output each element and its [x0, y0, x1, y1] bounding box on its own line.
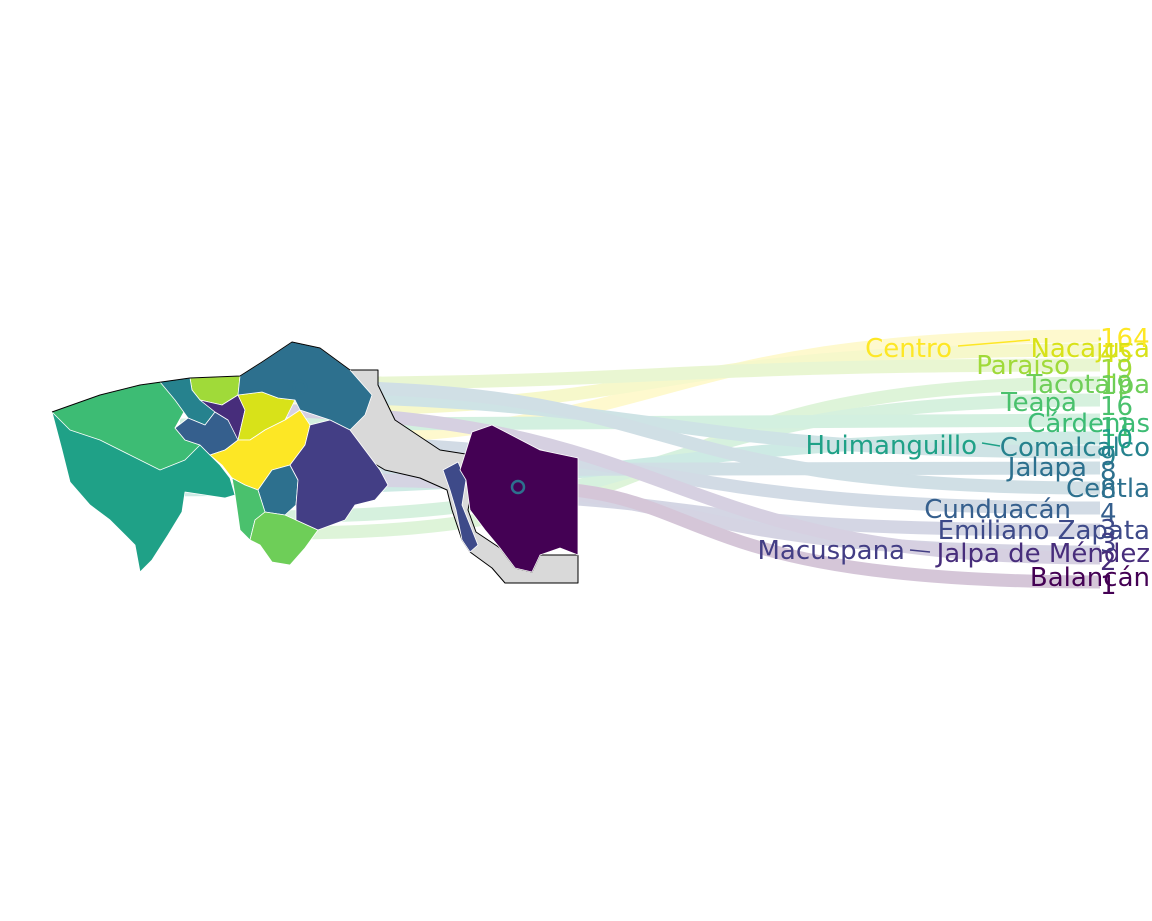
- label-macuspana: Macuspana: [757, 536, 905, 566]
- value-comalcalco: 9: [1100, 442, 1117, 472]
- value-jalpa: 2: [1100, 547, 1117, 577]
- label-emiliano-zapata: Emiliano Zapata: [938, 516, 1150, 546]
- value-nacajuca: 45: [1100, 339, 1133, 369]
- region-tacotalpa: [249, 511, 319, 566]
- value-cunduacan: 4: [1100, 499, 1117, 529]
- label-jalpa: Jalpa de Méndez: [935, 539, 1150, 569]
- label-nacajuca: Nacajuca: [1030, 334, 1150, 364]
- label-group: Centro Nacajuca Paraíso Tacotalpa Teapa …: [757, 324, 1150, 601]
- value-emiliano-zapata: 3: [1100, 515, 1117, 545]
- value-balancan: 1: [1100, 571, 1117, 601]
- label-centro: Centro: [865, 334, 952, 364]
- label-jalapa: Jalapa: [1006, 453, 1087, 483]
- label-balancan: Balancán: [1030, 563, 1150, 593]
- tabasco-map: [51, 341, 579, 584]
- value-jalapa: 8: [1100, 457, 1117, 487]
- leader-line: [981, 442, 1001, 447]
- flow-paraiso: [214, 358, 1101, 391]
- label-tacotalpa: Tacotalpa: [1026, 370, 1151, 400]
- flow-centla: [299, 380, 1101, 495]
- region-balancan: [459, 424, 579, 573]
- value-tacotalpa: 19: [1100, 371, 1133, 401]
- flow-centro: [254, 329, 1101, 447]
- value-cardenas: 11: [1100, 413, 1133, 443]
- leader-line: [909, 549, 931, 553]
- label-cunduacan: Cunduacán: [924, 495, 1071, 525]
- value-teapa: 16: [1100, 392, 1133, 422]
- label-cardenas: Cárdenas: [1027, 409, 1150, 439]
- flow-nacajuca: [274, 343, 1101, 417]
- value-paraiso: 19: [1100, 355, 1133, 385]
- centroid-marker: [510, 479, 526, 495]
- value-macuspana: 3: [1100, 529, 1117, 559]
- flow-tacotalpa: [289, 376, 1101, 540]
- label-teapa: Teapa: [1000, 388, 1077, 418]
- label-huimanguillo: Huimanguillo: [805, 431, 977, 461]
- coast-outline: [51, 341, 351, 413]
- centroid-marker: [292, 379, 308, 395]
- label-paraiso: Paraíso: [976, 351, 1070, 381]
- label-comalcalco: Comalcalco: [1000, 433, 1150, 463]
- leader-line: [957, 339, 1031, 347]
- value-huimanguillo: 10: [1100, 425, 1133, 455]
- flow-balancan: [517, 480, 1101, 589]
- value-centro: 164: [1100, 324, 1150, 354]
- flow-jalpa: [229, 403, 1101, 565]
- value-centla: 8: [1100, 475, 1117, 505]
- label-centla: Centla: [1066, 474, 1150, 504]
- flow-teapa: [254, 393, 1101, 524]
- region-macuspana: [289, 419, 389, 531]
